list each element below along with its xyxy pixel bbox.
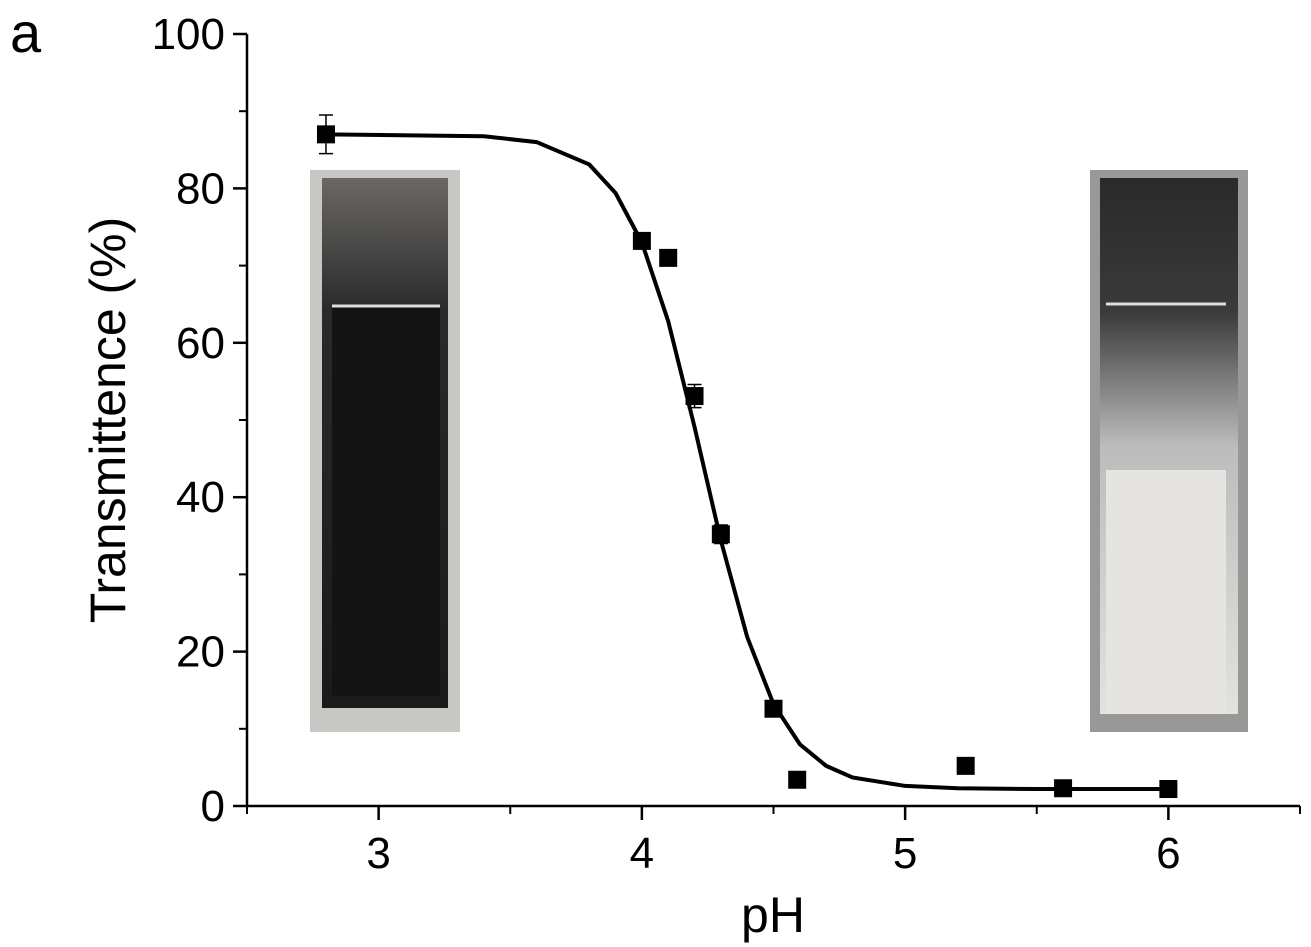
data-point (956, 756, 975, 775)
y-tick-label: 60 (176, 319, 225, 368)
x-axis-label: pH (741, 887, 805, 943)
fit-curve (325, 132, 1169, 792)
y-tick-label: 100 (152, 10, 225, 59)
y-axis-label: Transmittence (%) (80, 217, 136, 624)
data-point (685, 387, 704, 406)
x-tick-label: 6 (1156, 829, 1180, 878)
y-tick-label: 0 (201, 782, 225, 831)
x-tick-label: 5 (893, 829, 917, 878)
y-tick-label: 20 (176, 628, 225, 677)
y-tick-label: 40 (176, 473, 225, 522)
data-point (788, 770, 807, 789)
inset-photo-clear (310, 170, 460, 732)
panel-label: a (10, 1, 42, 64)
data-point (659, 248, 678, 267)
x-tick-label: 4 (630, 829, 654, 878)
x-tick-label: 3 (366, 829, 390, 878)
inset-photo-turbid (1090, 170, 1248, 732)
y-tick-label: 80 (176, 164, 225, 213)
